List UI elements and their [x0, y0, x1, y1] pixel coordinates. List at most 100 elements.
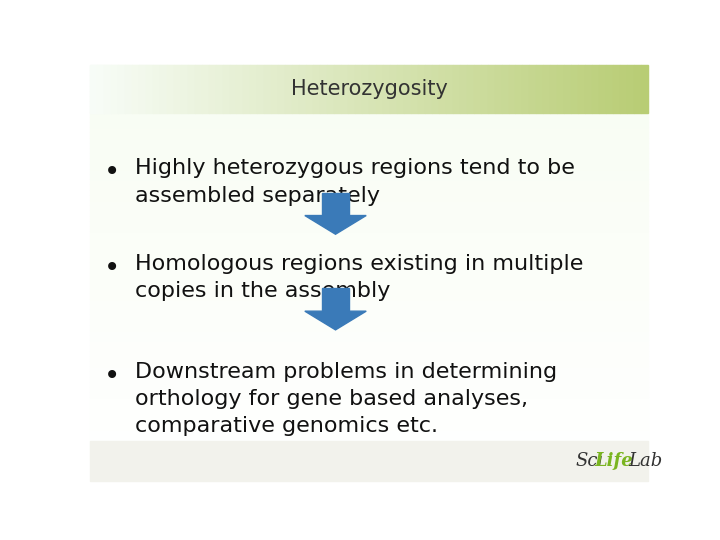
Bar — [292, 65, 300, 113]
Bar — [474, 65, 481, 113]
Bar — [90, 247, 648, 252]
Bar — [90, 441, 648, 481]
Bar — [145, 65, 153, 113]
Bar — [90, 153, 648, 158]
Bar — [90, 70, 648, 75]
Bar — [90, 257, 648, 262]
Bar — [90, 299, 648, 304]
Bar — [139, 65, 145, 113]
Bar — [90, 215, 648, 221]
Bar — [90, 65, 648, 70]
Bar — [90, 325, 648, 330]
Bar — [90, 340, 648, 346]
Bar — [90, 262, 648, 267]
Bar — [90, 179, 648, 184]
Bar — [90, 309, 648, 314]
Bar — [258, 65, 264, 113]
Bar — [90, 267, 648, 273]
Bar — [90, 101, 648, 106]
Bar — [285, 65, 292, 113]
Bar — [446, 65, 453, 113]
Bar — [90, 184, 648, 190]
Bar — [620, 65, 627, 113]
Bar — [90, 314, 648, 320]
Bar — [132, 65, 139, 113]
Text: Downstream problems in determining
orthology for gene based analyses,
comparativ: Downstream problems in determining ortho… — [135, 362, 557, 436]
Bar — [397, 65, 404, 113]
Text: Heterozygosity: Heterozygosity — [291, 79, 447, 99]
Bar — [90, 168, 648, 174]
Bar — [425, 65, 432, 113]
Bar — [104, 65, 111, 113]
Bar — [90, 91, 648, 96]
Bar — [383, 65, 390, 113]
Bar — [418, 65, 425, 113]
Bar — [90, 449, 648, 455]
Bar — [90, 418, 648, 423]
Bar — [90, 106, 648, 112]
Bar — [90, 75, 648, 80]
Bar — [90, 335, 648, 340]
Bar — [390, 65, 397, 113]
Bar — [90, 200, 648, 205]
Bar — [90, 294, 648, 299]
Bar — [90, 382, 648, 387]
Bar — [90, 387, 648, 392]
Bar — [90, 65, 97, 113]
Bar — [90, 361, 648, 366]
Bar — [215, 65, 222, 113]
Bar — [355, 65, 362, 113]
Bar — [641, 65, 648, 113]
Bar — [508, 65, 516, 113]
Bar — [97, 65, 104, 113]
Bar — [90, 148, 648, 153]
Bar — [181, 65, 188, 113]
Bar — [90, 226, 648, 231]
Bar — [571, 65, 578, 113]
Bar — [438, 65, 446, 113]
Bar — [487, 65, 495, 113]
Bar — [202, 65, 209, 113]
Bar — [230, 65, 236, 113]
Bar — [544, 65, 550, 113]
Bar — [578, 65, 585, 113]
Bar — [481, 65, 487, 113]
Bar — [90, 346, 648, 350]
Bar — [606, 65, 613, 113]
Bar — [495, 65, 502, 113]
Bar — [453, 65, 459, 113]
Bar — [90, 164, 648, 168]
Text: •: • — [104, 254, 120, 282]
Bar — [90, 158, 648, 164]
Bar — [271, 65, 279, 113]
Bar — [90, 117, 648, 122]
Bar — [236, 65, 243, 113]
Bar — [90, 439, 648, 444]
Bar — [194, 65, 202, 113]
Bar — [111, 65, 118, 113]
Bar — [557, 65, 564, 113]
Bar — [341, 65, 348, 113]
Polygon shape — [305, 311, 366, 330]
Bar — [529, 65, 536, 113]
Bar — [90, 85, 648, 91]
Bar — [404, 65, 411, 113]
Bar — [90, 403, 648, 408]
Bar — [369, 65, 376, 113]
Bar — [90, 429, 648, 434]
Bar — [516, 65, 523, 113]
Bar — [90, 190, 648, 195]
Bar — [209, 65, 215, 113]
Bar — [90, 408, 648, 413]
Bar — [90, 475, 648, 481]
Bar — [613, 65, 620, 113]
Bar — [90, 455, 648, 460]
Bar — [90, 211, 648, 215]
Bar — [322, 288, 349, 311]
Bar — [550, 65, 557, 113]
Bar — [90, 252, 648, 257]
Bar — [348, 65, 355, 113]
Bar — [313, 65, 320, 113]
Bar — [459, 65, 467, 113]
Text: Homologous regions existing in multiple
copies in the assembly: Homologous regions existing in multiple … — [135, 254, 583, 301]
